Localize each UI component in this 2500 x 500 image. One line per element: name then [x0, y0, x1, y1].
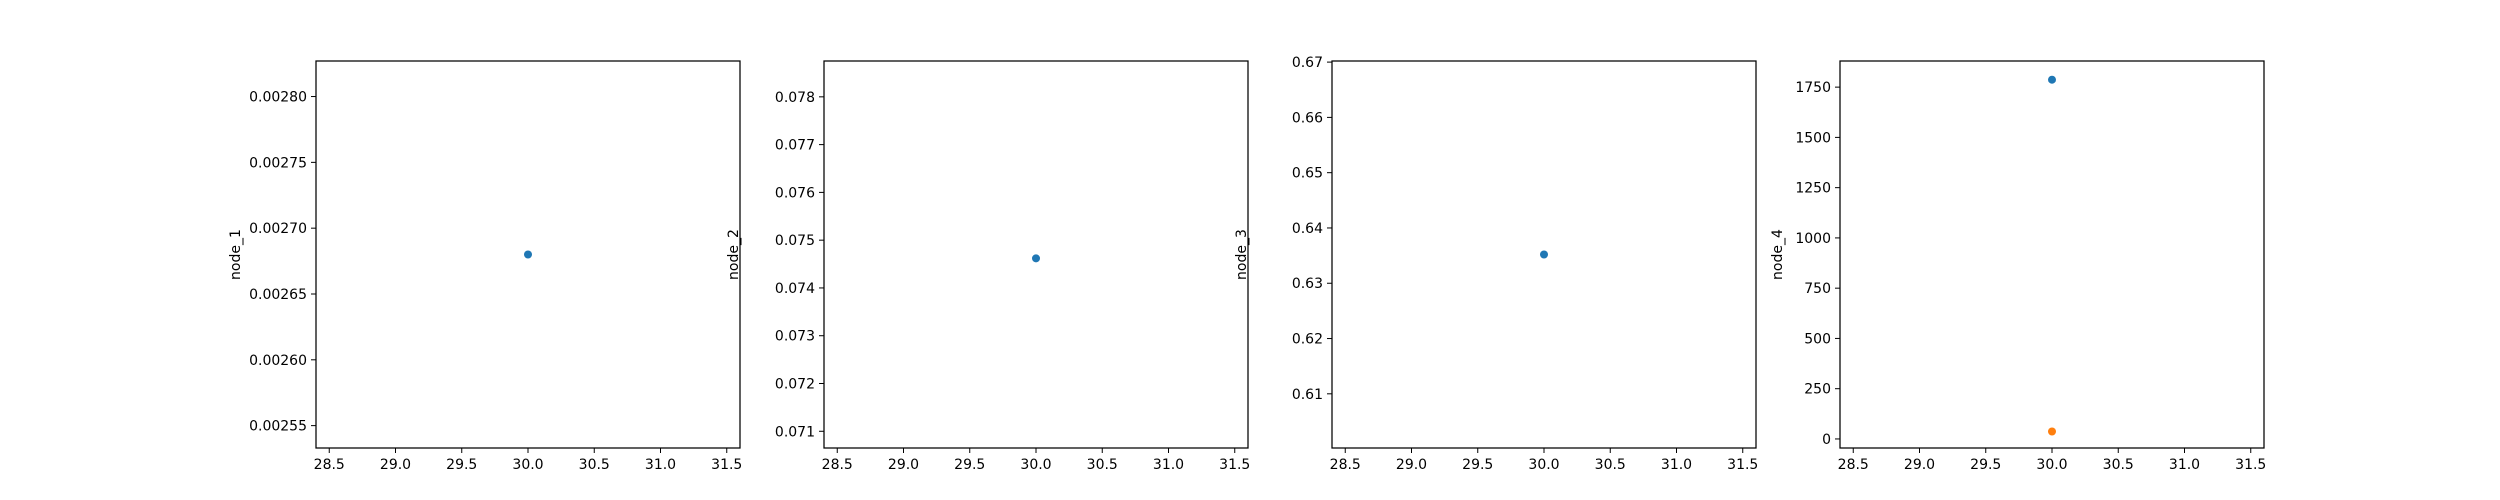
x-tick-label: 30.5	[1087, 457, 1118, 473]
x-tick-label: 31.5	[711, 457, 742, 473]
y-tick-label: 0	[1822, 432, 1831, 448]
y-tick-label: 0.66	[1292, 110, 1323, 126]
x-tick-label: 28.5	[822, 457, 853, 473]
data-point	[1540, 250, 1548, 259]
x-tick-label: 31.0	[2169, 457, 2200, 473]
x-tick-label: 31.5	[1219, 457, 1250, 473]
axes-frame	[823, 60, 1249, 449]
y-axis-label: node_1	[228, 229, 244, 280]
y-tick-label: 0.00265	[249, 287, 307, 303]
y-axis-label: node_4	[1770, 229, 1786, 280]
y-tick-label: 1500	[1795, 130, 1831, 146]
y-tick-label: 1250	[1795, 181, 1831, 197]
x-tick-label: 29.5	[446, 457, 477, 473]
y-tick-label: 0.62	[1292, 332, 1323, 348]
y-axis-label: node_2	[726, 229, 742, 280]
subplot-node-3: 28.5 29.0 29.5 30.0 30.5 31.0 31.5 0.61 0.62 0.63…	[1234, 55, 1758, 473]
axes-frame	[315, 60, 741, 449]
x-tick-label: 30.5	[579, 457, 610, 473]
y-tick-label: 0.00255	[249, 419, 307, 435]
x-tick-label: 30.5	[2103, 457, 2134, 473]
y-tick-label: 0.63	[1292, 276, 1323, 292]
data-point	[1032, 254, 1040, 263]
axes-frame	[1839, 60, 2265, 449]
x-tick-label: 29.0	[1396, 457, 1427, 473]
x-tick-label: 28.5	[314, 457, 345, 473]
subplot-node-4: 28.5 29.0 29.5 30.0 30.5 31.0 31.5 0 250 500 750 10…	[1770, 60, 2266, 473]
x-tick-label: 31.0	[1153, 457, 1184, 473]
y-tick-label: 0.00260	[249, 353, 307, 369]
subplot-node-1: 28.5 29.0 29.5 30.0 30.5 31.0 31.5 0.00255 0.002…	[228, 60, 742, 473]
y-tick-label: 0.072	[775, 377, 815, 393]
x-tick-label: 31.5	[2235, 457, 2266, 473]
y-tick-label: 0.00270	[249, 221, 307, 237]
y-tick-label: 1000	[1795, 231, 1831, 247]
x-tick-label: 29.0	[1904, 457, 1935, 473]
y-tick-label: 0.00275	[249, 155, 307, 171]
x-tick-label: 30.0	[512, 457, 543, 473]
y-tick-label: 0.076	[775, 185, 815, 201]
y-tick-label: 0.075	[775, 233, 815, 249]
y-tick-label: 0.074	[775, 281, 815, 297]
y-tick-label: 0.64	[1292, 221, 1323, 237]
x-tick-label: 29.0	[888, 457, 919, 473]
x-tick-label: 29.5	[1970, 457, 2001, 473]
y-tick-label: 0.077	[775, 138, 815, 154]
x-tick-label: 31.0	[1661, 457, 1692, 473]
y-tick-label: 750	[1804, 281, 1831, 297]
x-tick-label: 30.0	[1528, 457, 1559, 473]
data-point	[2048, 75, 2056, 84]
y-axis-label: node_3	[1234, 229, 1250, 280]
y-tick-label: 0.073	[775, 329, 815, 345]
x-tick-label: 31.5	[1727, 457, 1758, 473]
data-point	[524, 250, 532, 259]
x-tick-label: 30.0	[1020, 457, 1051, 473]
subplot-node-2: 28.5 29.0 29.5 30.0 30.5 31.0 31.5 0.071 0.072 0.…	[726, 60, 1250, 473]
y-tick-label: 500	[1804, 331, 1831, 347]
y-tick-label: 0.071	[775, 424, 815, 440]
x-tick-label: 28.5	[1330, 457, 1361, 473]
x-tick-label: 31.0	[645, 457, 676, 473]
x-tick-label: 29.0	[380, 457, 411, 473]
x-tick-label: 30.0	[2036, 457, 2067, 473]
x-tick-label: 29.5	[954, 457, 985, 473]
y-tick-label: 0.65	[1292, 166, 1323, 182]
y-tick-label: 0.61	[1292, 387, 1323, 403]
x-tick-label: 30.5	[1595, 457, 1626, 473]
x-tick-label: 29.5	[1462, 457, 1493, 473]
y-tick-label: 0.00280	[249, 90, 307, 106]
axes-frame	[1331, 60, 1757, 449]
y-tick-label: 0.67	[1292, 55, 1323, 71]
y-tick-label: 0.078	[775, 90, 815, 106]
y-tick-label: 1750	[1795, 80, 1831, 96]
y-tick-label: 250	[1804, 382, 1831, 398]
data-point	[2048, 427, 2056, 436]
x-tick-label: 28.5	[1838, 457, 1869, 473]
